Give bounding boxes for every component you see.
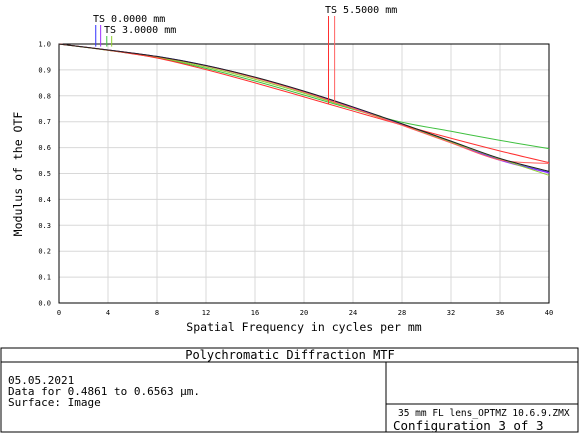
info-configuration: Configuration 3 of 3 (393, 418, 544, 433)
info-file-name: 35 mm FL lens_OPTMZ 10.6.9.ZMX (398, 408, 570, 419)
x-tick-label: 28 (398, 309, 406, 317)
x-tick-label: 8 (155, 309, 159, 317)
x-tick-label: 32 (447, 309, 455, 317)
grid (59, 44, 549, 303)
y-tick-label: 1.0 (38, 41, 51, 49)
legend-label: TS 3.0000 mm (104, 25, 176, 36)
x-tick-label: 16 (251, 309, 259, 317)
y-tick-label: 0.4 (38, 196, 51, 204)
chart-title: Polychromatic Diffraction MTF (185, 348, 395, 362)
legend-label: TS 5.5000 mm (325, 5, 397, 16)
y-tick-label: 0.1 (38, 274, 51, 282)
x-tick-label: 4 (106, 309, 110, 317)
series-line-5 (58, 43, 550, 164)
legend-label: TS 0.0000 mm (93, 14, 165, 25)
y-tick-label: 0.8 (38, 92, 51, 100)
x-tick-label: 40 (545, 309, 553, 317)
y-tick-label: 0.6 (38, 144, 51, 152)
x-tick-label: 12 (202, 309, 210, 317)
y-tick-label: 0.3 (38, 222, 51, 230)
x-axis-label: Spatial Frequency in cycles per mm (186, 320, 421, 334)
x-tick-label: 20 (300, 309, 308, 317)
series-line-7 (58, 43, 550, 172)
info-panel-frame (0, 347, 579, 433)
y-tick-label: 0.5 (38, 170, 51, 178)
tick-labels: 0 4 8 12 16 20 24 28 32 36 40 0.0 0.1 0.2 0.3 0.4 0.5 0.6… (38, 41, 553, 318)
info-data-range: Data for 0.4861 to 0.6563 µm. (8, 385, 200, 398)
y-tick-label: 0.9 (38, 66, 51, 74)
x-tick-label: 0 (57, 309, 61, 317)
info-surface: Surface: Image (8, 396, 101, 409)
info-date: 05.05.2021 (8, 374, 74, 387)
series-lines (58, 43, 550, 176)
y-tick-label: 0.2 (38, 248, 51, 256)
y-tick-label: 0.7 (38, 118, 51, 126)
x-tick-label: 24 (349, 309, 357, 317)
plot-frame (58, 43, 550, 304)
y-tick-label: 0.0 (38, 300, 51, 308)
x-tick-label: 36 (496, 309, 504, 317)
y-axis-label: Modulus of the OTF (11, 112, 25, 237)
